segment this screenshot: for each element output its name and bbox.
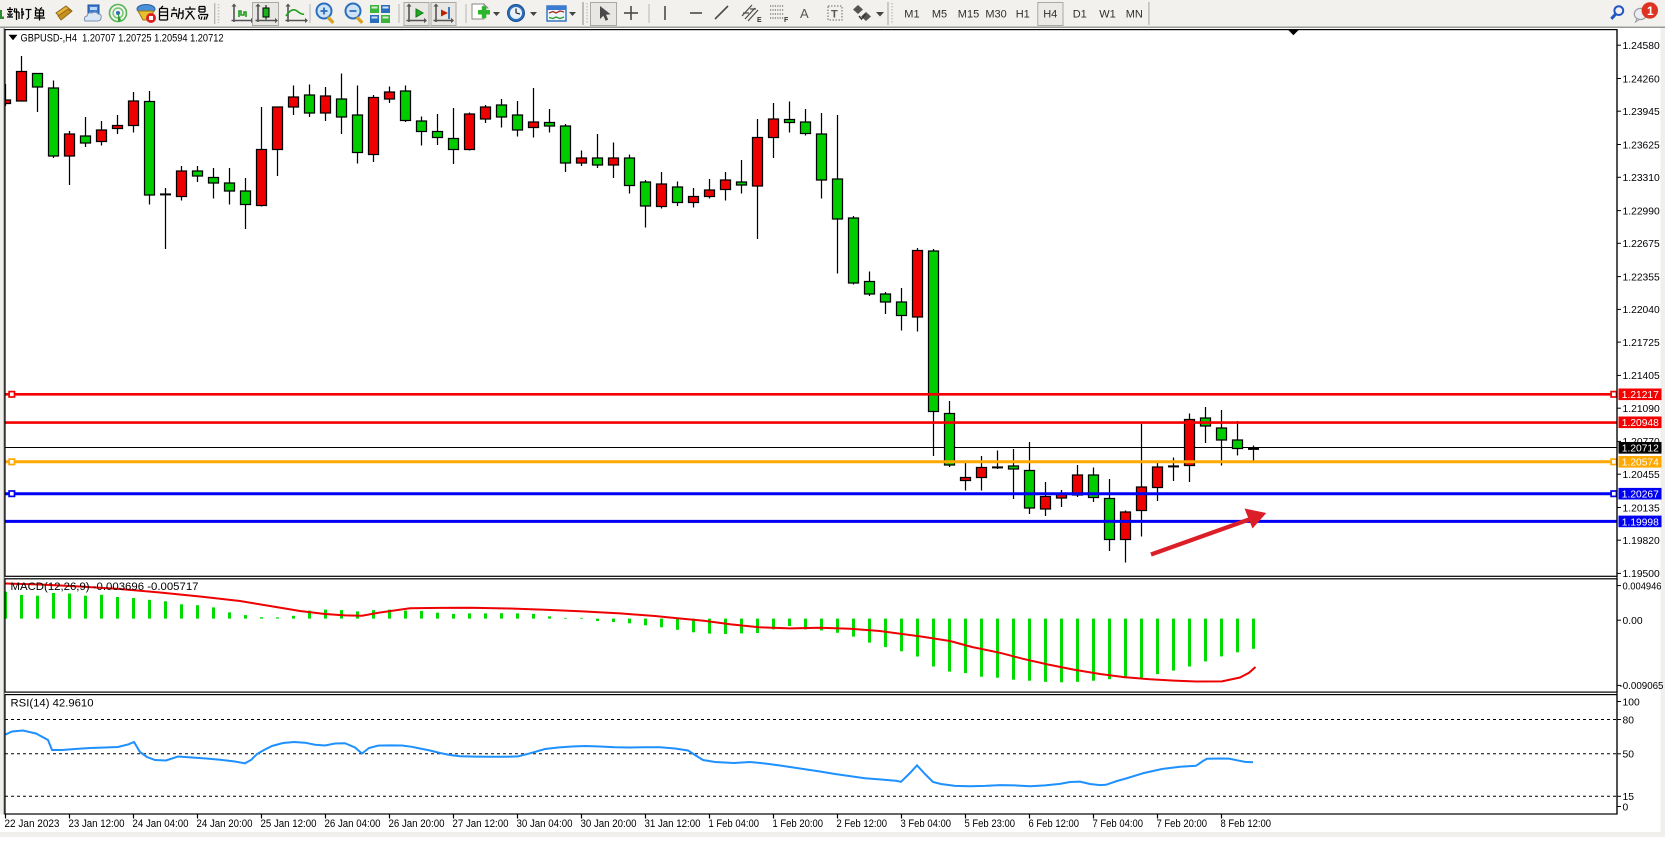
svg-text:26 Jan 20:00: 26 Jan 20:00 — [389, 818, 445, 830]
svg-text:27 Jan 12:00: 27 Jan 12:00 — [453, 818, 509, 830]
svg-text:1.19500: 1.19500 — [1623, 569, 1660, 580]
svg-text:H4: H4 — [1043, 9, 1057, 21]
svg-text:5 Feb 23:00: 5 Feb 23:00 — [965, 818, 1016, 830]
svg-text:7 Feb 20:00: 7 Feb 20:00 — [1157, 818, 1208, 830]
svg-text:M30: M30 — [985, 9, 1006, 21]
svg-text:MACD(12,26,9) -0.003696 -0.005: MACD(12,26,9) -0.003696 -0.005717 — [11, 581, 199, 593]
svg-text:1.21217: 1.21217 — [1622, 390, 1659, 401]
svg-text:24 Jan 20:00: 24 Jan 20:00 — [197, 818, 253, 830]
svg-text:1.23625: 1.23625 — [1623, 140, 1660, 151]
svg-text:1.21725: 1.21725 — [1623, 338, 1660, 349]
svg-text:1.19998: 1.19998 — [1622, 517, 1659, 528]
svg-text:25 Jan 12:00: 25 Jan 12:00 — [261, 818, 317, 830]
svg-text:1.22040: 1.22040 — [1623, 305, 1660, 316]
svg-text:1.20712: 1.20712 — [1622, 444, 1659, 455]
svg-text:1: 1 — [1647, 4, 1654, 18]
svg-text:31 Jan 12:00: 31 Jan 12:00 — [645, 818, 701, 830]
svg-text:1.23310: 1.23310 — [1623, 173, 1660, 184]
svg-text:8 Feb 12:00: 8 Feb 12:00 — [1221, 818, 1272, 830]
svg-text:24 Jan 04:00: 24 Jan 04:00 — [133, 818, 189, 830]
svg-text:E: E — [757, 17, 762, 24]
svg-text:1 Feb 20:00: 1 Feb 20:00 — [773, 818, 824, 830]
svg-text:7 Feb 04:00: 7 Feb 04:00 — [1093, 818, 1144, 830]
svg-text:3 Feb 04:00: 3 Feb 04:00 — [901, 818, 952, 830]
svg-text:1.22990: 1.22990 — [1623, 206, 1660, 217]
svg-text:100: 100 — [1623, 697, 1640, 708]
svg-text:30 Jan 04:00: 30 Jan 04:00 — [517, 818, 573, 830]
svg-text:GBPUSD-,H4 1.20707 1.20725 1.: GBPUSD-,H4 1.20707 1.20725 1.20594 1.207… — [21, 33, 224, 45]
svg-text:D1: D1 — [1073, 9, 1087, 21]
svg-text:1.22355: 1.22355 — [1623, 272, 1660, 283]
svg-text:M5: M5 — [932, 9, 947, 21]
svg-text:M1: M1 — [904, 9, 919, 21]
svg-text:30 Jan 20:00: 30 Jan 20:00 — [581, 818, 637, 830]
svg-text:1.24580: 1.24580 — [1623, 41, 1660, 52]
svg-text:1.20267: 1.20267 — [1622, 490, 1659, 501]
svg-text:23 Jan 12:00: 23 Jan 12:00 — [69, 818, 125, 830]
svg-text:0.00: 0.00 — [1623, 616, 1643, 627]
svg-text:W1: W1 — [1099, 9, 1116, 21]
svg-text:26 Jan 04:00: 26 Jan 04:00 — [325, 818, 381, 830]
svg-text:RSI(14) 42.9610: RSI(14) 42.9610 — [11, 698, 94, 710]
svg-text:H1: H1 — [1016, 9, 1030, 21]
svg-text:1.21405: 1.21405 — [1623, 371, 1660, 382]
svg-text:50: 50 — [1623, 750, 1635, 761]
svg-text:1.19820: 1.19820 — [1623, 536, 1660, 547]
svg-text:1.23945: 1.23945 — [1623, 107, 1660, 118]
svg-text:1.21090: 1.21090 — [1623, 404, 1660, 415]
svg-text:MN: MN — [1126, 9, 1143, 21]
svg-text:2 Feb 12:00: 2 Feb 12:00 — [837, 818, 888, 830]
svg-text:A: A — [800, 6, 809, 21]
svg-text:1.20135: 1.20135 — [1623, 503, 1660, 514]
svg-text:T: T — [831, 9, 838, 21]
svg-text:1.20574: 1.20574 — [1622, 458, 1659, 469]
svg-text:F: F — [784, 17, 789, 24]
svg-text:80: 80 — [1623, 715, 1635, 726]
svg-text:-0.009065: -0.009065 — [1620, 681, 1664, 692]
svg-text:0.004946: 0.004946 — [1623, 581, 1662, 592]
svg-text:1.22675: 1.22675 — [1623, 239, 1660, 250]
svg-text:0: 0 — [1623, 802, 1629, 813]
svg-text:6 Feb 12:00: 6 Feb 12:00 — [1029, 818, 1080, 830]
svg-text:1 Feb 04:00: 1 Feb 04:00 — [709, 818, 760, 830]
svg-text:M15: M15 — [958, 9, 979, 21]
svg-text:22 Jan 2023: 22 Jan 2023 — [5, 818, 60, 830]
svg-text:1.20948: 1.20948 — [1622, 418, 1659, 429]
svg-text:1.20455: 1.20455 — [1623, 470, 1660, 481]
svg-text:1.24260: 1.24260 — [1623, 74, 1660, 85]
